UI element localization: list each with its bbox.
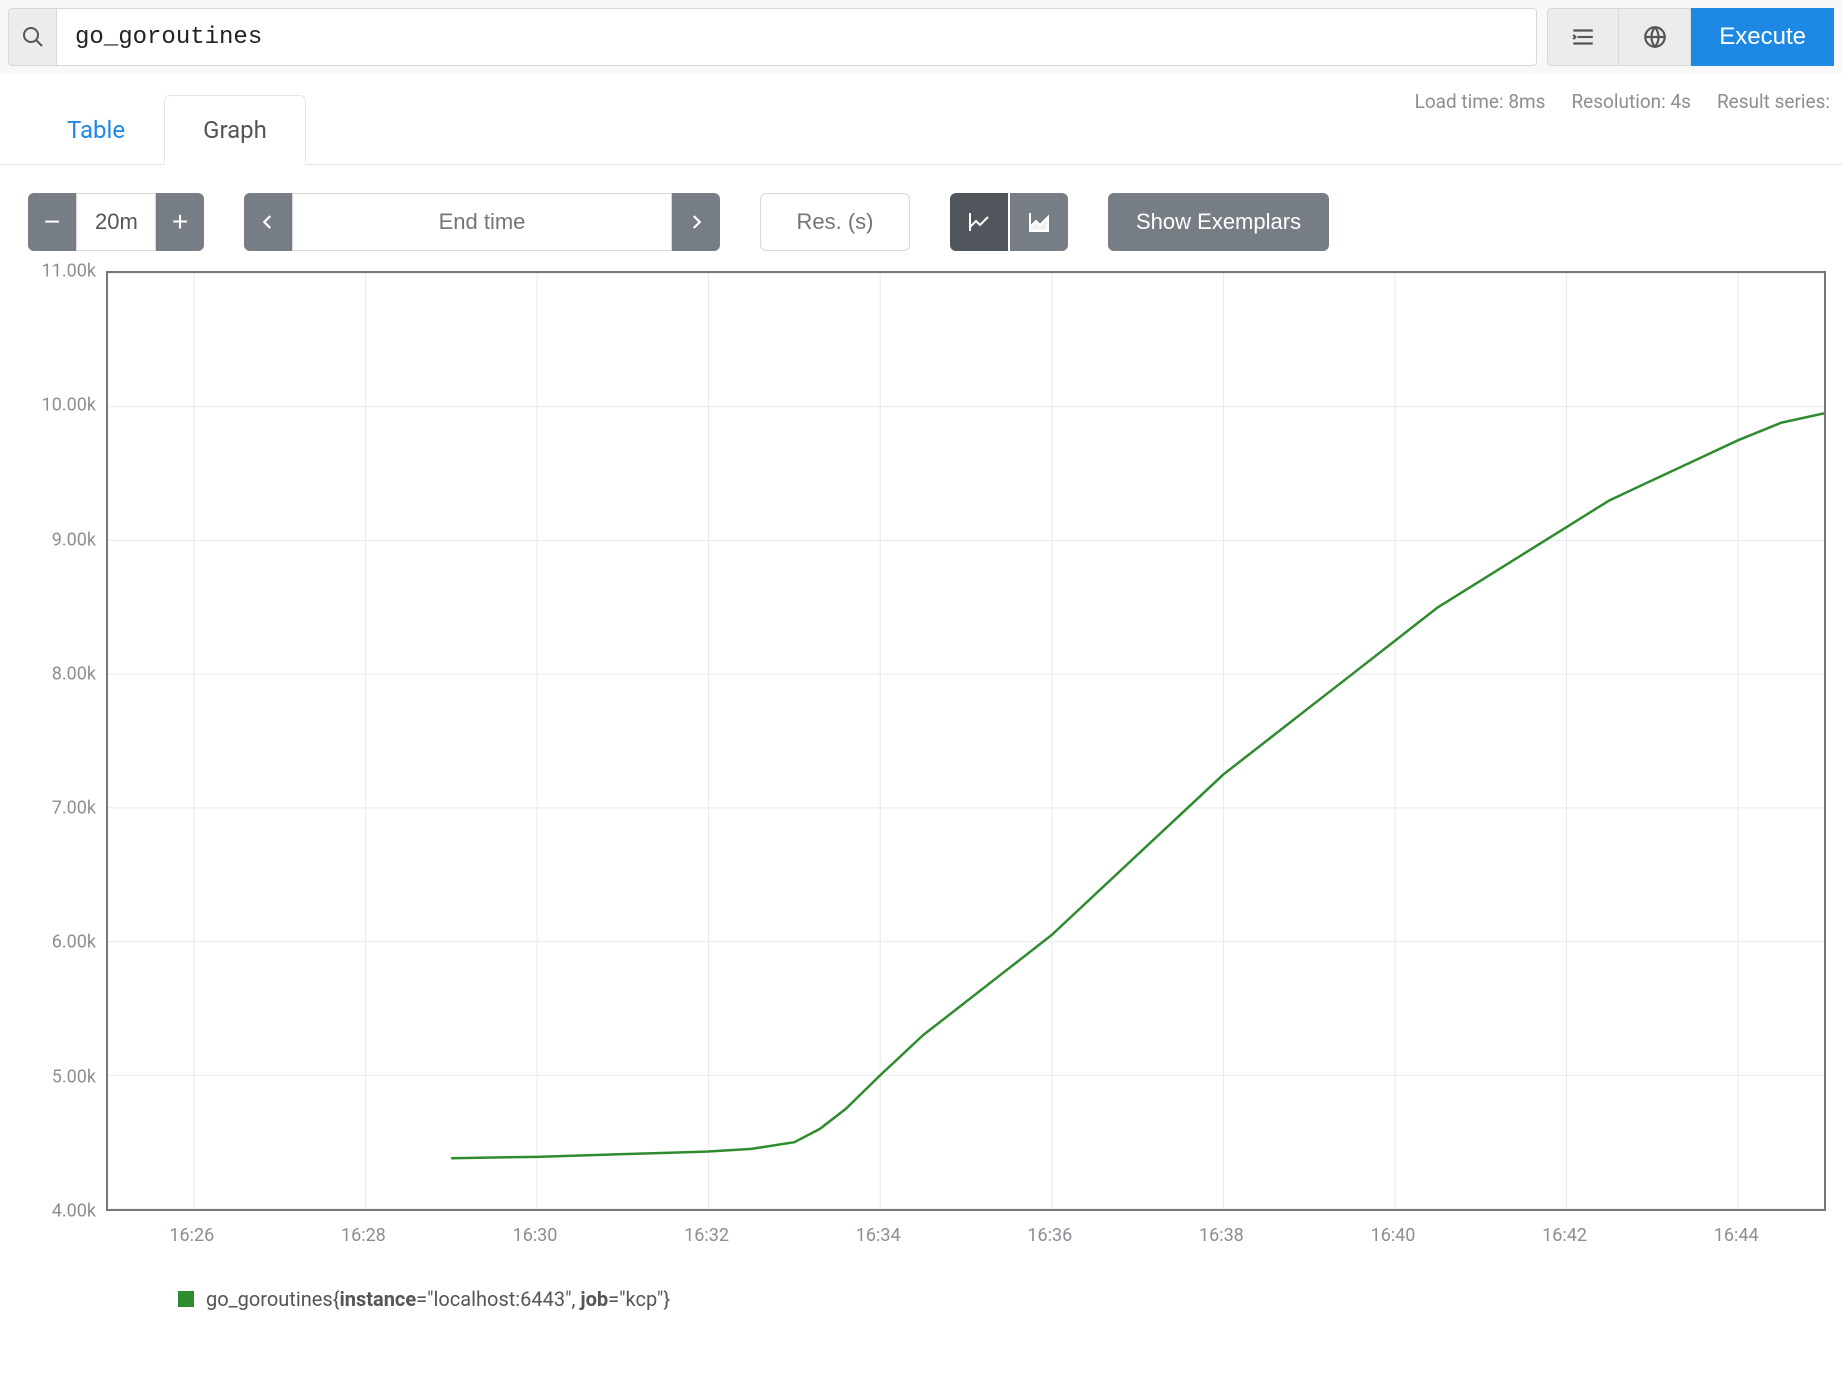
y-tick: 5.00k	[52, 1066, 96, 1087]
resolution: Resolution: 4s	[1571, 90, 1690, 113]
load-time: Load time: 8ms	[1415, 90, 1546, 113]
execute-button[interactable]: Execute	[1691, 8, 1834, 66]
time-prev-button[interactable]	[244, 193, 292, 251]
x-tick: 16:36	[1027, 1225, 1072, 1246]
range-decrease-button[interactable]: −	[28, 193, 76, 251]
x-axis: 16:26 16:28 16:30 16:32 16:34 16:36 16:38 16:40…	[106, 1211, 1826, 1251]
format-query-button[interactable]	[1547, 8, 1619, 66]
y-tick: 10.00k	[42, 395, 96, 416]
search-icon	[8, 8, 56, 66]
endtime-input[interactable]	[292, 193, 672, 251]
line-chart-button[interactable]	[950, 193, 1008, 251]
x-tick: 16:26	[169, 1225, 214, 1246]
query-input[interactable]	[56, 8, 1537, 66]
x-tick: 16:40	[1371, 1225, 1416, 1246]
y-tick: 11.00k	[42, 261, 96, 282]
range-input[interactable]	[76, 193, 156, 251]
result-series: Result series:	[1717, 90, 1830, 113]
view-tabs: Table Graph	[0, 95, 1842, 165]
x-tick: 16:28	[341, 1225, 386, 1246]
range-group: − +	[28, 193, 204, 251]
area-chart-button[interactable]	[1010, 193, 1068, 251]
graph-controls: − + Show Exemplars	[0, 165, 1842, 271]
x-tick: 16:30	[513, 1225, 558, 1246]
show-exemplars-button[interactable]: Show Exemplars	[1108, 193, 1329, 251]
chart-container: 4.00k5.00k6.00k7.00k8.00k9.00k10.00k11.0…	[0, 271, 1842, 1311]
chart-wrap: 4.00k5.00k6.00k7.00k8.00k9.00k10.00k11.0…	[28, 271, 1826, 1251]
x-tick: 16:44	[1714, 1225, 1759, 1246]
y-tick: 8.00k	[52, 663, 96, 684]
x-tick: 16:42	[1542, 1225, 1587, 1246]
time-next-button[interactable]	[672, 193, 720, 251]
legend-swatch	[178, 1291, 194, 1307]
legend-label[interactable]: go_goroutines{instance="localhost:6443",…	[206, 1287, 670, 1311]
globe-button[interactable]	[1619, 8, 1691, 66]
tab-table[interactable]: Table	[28, 95, 164, 164]
query-bar: Execute	[0, 0, 1842, 74]
chart-type-group	[950, 193, 1068, 251]
plot-area[interactable]	[106, 271, 1826, 1211]
x-tick: 16:34	[856, 1225, 901, 1246]
tab-graph[interactable]: Graph	[164, 95, 306, 165]
x-tick: 16:32	[684, 1225, 729, 1246]
y-tick: 9.00k	[52, 529, 96, 550]
x-tick: 16:38	[1199, 1225, 1244, 1246]
y-tick: 7.00k	[52, 798, 96, 819]
y-tick: 4.00k	[52, 1201, 96, 1222]
range-increase-button[interactable]: +	[156, 193, 204, 251]
y-axis: 4.00k5.00k6.00k7.00k8.00k9.00k10.00k11.0…	[28, 271, 106, 1211]
resolution-input[interactable]	[760, 193, 910, 251]
query-actions: Execute	[1547, 8, 1834, 66]
y-tick: 6.00k	[52, 932, 96, 953]
endtime-group	[244, 193, 720, 251]
legend: go_goroutines{instance="localhost:6443",…	[28, 1251, 1826, 1311]
resolution-group	[760, 193, 910, 251]
